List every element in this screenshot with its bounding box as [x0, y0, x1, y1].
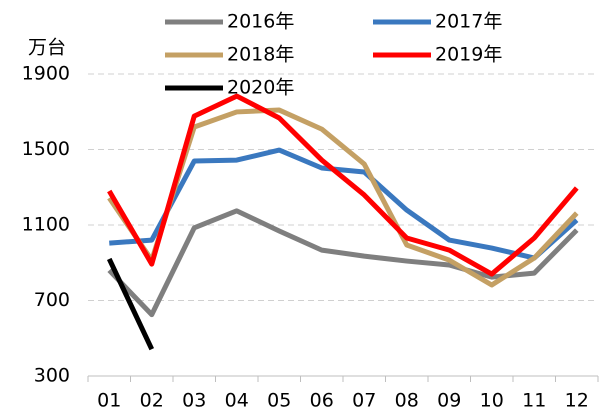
line-series — [109, 147, 579, 261]
legend-label: 2020年 — [227, 77, 294, 99]
y-tick-label: 1100 — [22, 214, 70, 236]
x-tick-label: 07 — [352, 390, 376, 410]
legend-label: 2018年 — [227, 44, 294, 66]
legend-label: 2017年 — [435, 11, 502, 33]
legend-label: 2016年 — [227, 11, 294, 33]
line-series — [106, 257, 155, 351]
legend-label: 2019年 — [435, 44, 502, 66]
line-series — [107, 93, 579, 277]
x-tick-label: 03 — [182, 390, 206, 410]
x-tick-label: 08 — [395, 390, 419, 410]
x-tick-label: 04 — [225, 390, 249, 410]
x-tick-label: 10 — [480, 390, 504, 410]
x-tick-label: 11 — [522, 390, 546, 410]
y-tick-label: 1500 — [22, 138, 70, 160]
y-tick-label: 300 — [34, 365, 70, 387]
x-tick-label: 02 — [140, 390, 164, 410]
x-tick-label: 01 — [97, 390, 121, 410]
line-series — [107, 208, 579, 318]
y-axis-label: 万台 — [28, 37, 66, 59]
y-tick-label: 1900 — [22, 63, 70, 85]
x-tick-label: 05 — [267, 390, 291, 410]
x-tick-label: 09 — [437, 390, 461, 410]
x-tick-label: 12 — [565, 390, 589, 410]
y-tick-label: 700 — [34, 289, 70, 311]
x-tick-label: 06 — [310, 390, 334, 410]
